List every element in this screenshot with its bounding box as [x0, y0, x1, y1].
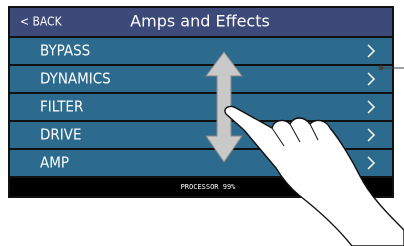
page: < BACK Amps and Effects BYPASS DYNAMICS FI…: [0, 0, 404, 246]
callout-dot: [379, 66, 384, 71]
processor-status: PROCESSOR 99%: [181, 183, 237, 191]
menu-item-label: DRIVE: [40, 126, 82, 144]
back-button[interactable]: < BACK: [20, 15, 63, 29]
header-title: Amps and Effects: [130, 12, 270, 31]
menu-item-label: BYPASS: [40, 42, 90, 60]
menu-item-label: AMP: [40, 154, 69, 172]
menu-item-label: FILTER: [40, 98, 83, 116]
screenshot: < BACK Amps and Effects BYPASS DYNAMICS FI…: [0, 0, 404, 246]
menu-item-label: DYNAMICS: [40, 70, 111, 88]
